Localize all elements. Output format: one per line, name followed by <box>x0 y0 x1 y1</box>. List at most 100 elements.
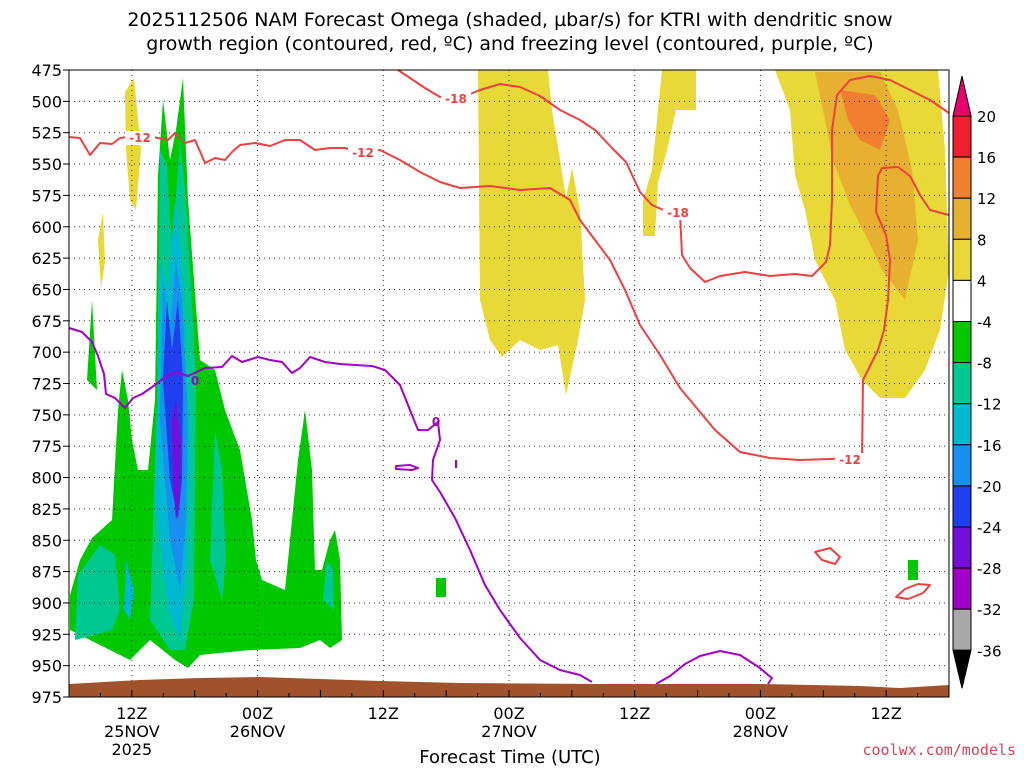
y-axis: 475 500 525 550 575 600 625 650 675 700 725 750 775 8… <box>31 61 69 707</box>
contour-label-bg <box>663 206 693 220</box>
x-tick-label: 00Z <box>242 704 273 723</box>
x-date-label: 26NOV <box>230 722 286 741</box>
colorbar-legend: 20 16 12 8 4 -4 -8 -12 -16 -20 -24 -28 -32 -36 <box>952 75 1002 689</box>
omega-rise-area-strong <box>815 72 918 300</box>
snow-growth-isotherm-minus18 <box>397 69 950 283</box>
colorbar-label: -28 <box>977 560 1002 578</box>
x-date-label: 28NOV <box>733 722 789 741</box>
x-tick-label: 00Z <box>493 704 524 723</box>
contour-lines: -12 -12 -18 -18 -12 0 0 <box>68 69 950 685</box>
contour-label-bg <box>125 131 155 145</box>
omega-rise-area <box>98 212 105 288</box>
colorbar-label: -16 <box>977 437 1002 455</box>
x-year-label: 2025 <box>111 740 152 759</box>
y-tick-label: 700 <box>31 343 62 362</box>
isotherm-minus12-closed <box>814 547 841 565</box>
colorbar-band <box>952 567 972 610</box>
colorbar-label: -4 <box>977 314 992 332</box>
colorbar-band <box>952 115 972 158</box>
colorbar-label: 20 <box>977 108 996 126</box>
y-tick-label: 575 <box>31 186 62 205</box>
y-tick-label: 625 <box>31 249 62 268</box>
colorbar-label: 8 <box>977 231 987 249</box>
omega-sink-area <box>908 560 918 580</box>
omega-sink-area-moderate <box>75 545 120 640</box>
omega-sink-area-moderate <box>323 560 334 610</box>
omega-rise-area <box>643 70 696 236</box>
y-tick-label: 500 <box>31 92 62 111</box>
colorbar-band <box>952 362 972 405</box>
colorbar-label: -32 <box>977 601 1002 619</box>
y-tick-label: 900 <box>31 594 62 613</box>
x-date-label: 25NOV <box>104 722 160 741</box>
isotherm-label: -18 <box>667 206 689 220</box>
colorbar-band <box>952 321 972 364</box>
y-tick-label: 825 <box>31 500 62 519</box>
freezing-level-label: 0 <box>191 374 199 388</box>
y-tick-label: 525 <box>31 124 62 143</box>
y-tick-label: 475 <box>31 61 62 80</box>
contour-label-bg <box>441 92 471 106</box>
y-tick-label: 750 <box>31 406 62 425</box>
colorbar-band <box>952 238 972 281</box>
ground-surface <box>69 677 949 697</box>
x-tick-label: 12Z <box>116 704 147 723</box>
omega-sink-area <box>87 300 97 390</box>
omega-sink-area-moderate <box>210 430 226 600</box>
colorbar-band <box>952 485 972 528</box>
isotherm-minus12-closed <box>895 583 931 600</box>
freezing-level-label: 0 <box>432 415 440 429</box>
isotherm-label: -12 <box>352 146 374 160</box>
colorbar-band <box>952 156 972 199</box>
contour-label-bg <box>835 453 865 467</box>
x-date-label: 27NOV <box>481 722 537 741</box>
y-tick-label: 725 <box>31 375 62 394</box>
omega-sink-core-peak <box>172 400 181 520</box>
freezing-level-contour <box>655 650 773 685</box>
colorbar-bottom-arrow <box>952 649 972 689</box>
y-tick-label: 975 <box>31 688 62 707</box>
y-tick-label: 775 <box>31 437 62 456</box>
title-line-2: growth region (contoured, red, ºC) and f… <box>146 33 873 55</box>
colorbar-top-arrow <box>952 75 972 117</box>
colorbar-label: 16 <box>977 149 996 167</box>
colorbar-label: 12 <box>977 190 996 208</box>
x-tick-label: 12Z <box>619 704 650 723</box>
x-axis-label: Forecast Time (UTC) <box>419 747 600 768</box>
x-tick-label: 12Z <box>870 704 901 723</box>
snow-growth-isotherm-minus12 <box>68 132 950 461</box>
y-tick-label: 925 <box>31 625 62 644</box>
isotherm-label: -12 <box>839 453 861 467</box>
colorbar-band <box>952 526 972 569</box>
title-line-1: 2025112506 NAM Forecast Omega (shaded, µ… <box>127 9 892 31</box>
x-tick-label: 12Z <box>368 704 399 723</box>
colorbar-band <box>952 279 972 322</box>
colorbar-label: -8 <box>977 355 992 373</box>
colorbar-label: 4 <box>977 272 987 290</box>
chart-title: 2025112506 NAM Forecast Omega (shaded, µ… <box>127 9 892 55</box>
site-credit: coolwx.com/models <box>862 741 1016 759</box>
colorbar-label: -24 <box>977 519 1002 537</box>
y-tick-label: 600 <box>31 218 62 237</box>
y-tick-label: 950 <box>31 657 62 676</box>
omega-shading <box>70 70 949 668</box>
isotherm-label: -12 <box>129 131 151 145</box>
y-tick-label: 850 <box>31 531 62 550</box>
omega-rise-area <box>478 70 585 395</box>
x-tick-label: 00Z <box>745 704 776 723</box>
y-tick-label: 650 <box>31 280 62 299</box>
omega-sink-area <box>436 578 446 597</box>
isotherm-label: -18 <box>445 92 467 106</box>
colorbar-label: -36 <box>977 642 1002 660</box>
y-tick-label: 875 <box>31 563 62 582</box>
colorbar-band <box>952 608 972 651</box>
omega-rise-core <box>840 90 890 150</box>
colorbar-band <box>952 444 972 487</box>
freezing-level-contour <box>395 464 419 471</box>
colorbar-label: -20 <box>977 478 1002 496</box>
ground-terrain <box>69 677 949 697</box>
y-tick-label: 800 <box>31 469 62 488</box>
contour-label-bg <box>348 146 378 160</box>
